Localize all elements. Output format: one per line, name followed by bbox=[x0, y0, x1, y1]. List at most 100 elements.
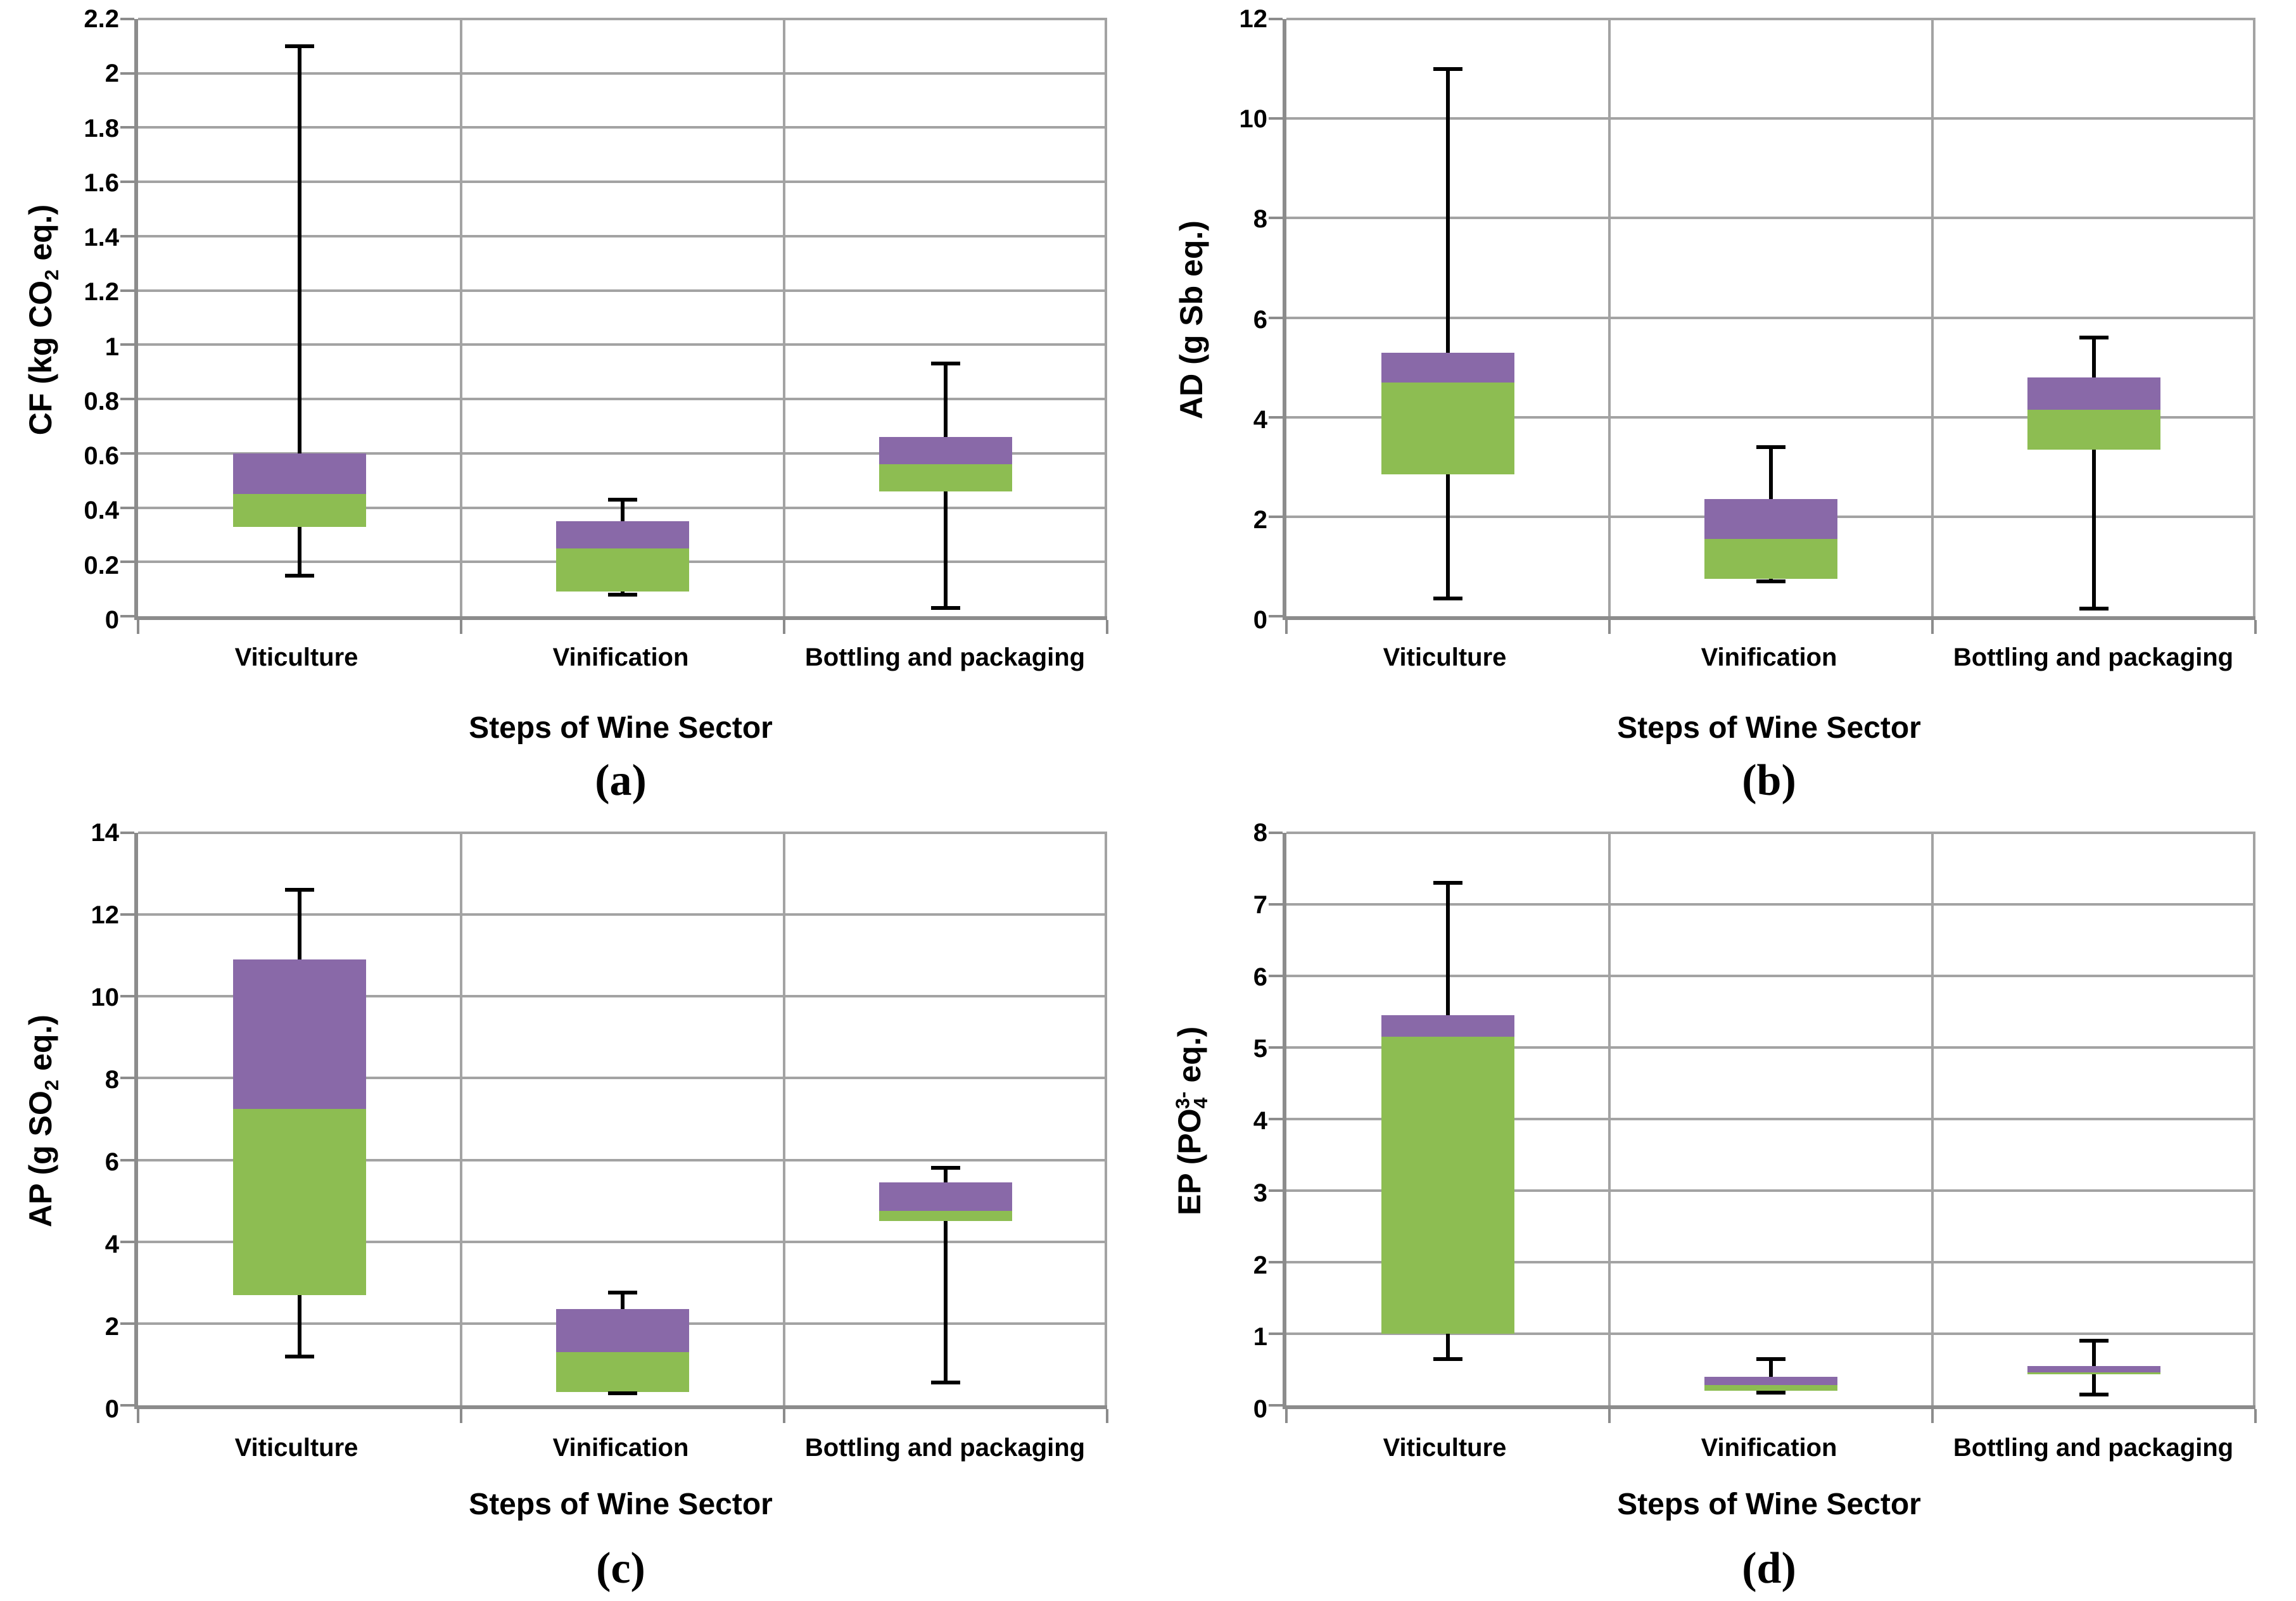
whisker-cap-max bbox=[608, 1291, 637, 1295]
x-tick-mark bbox=[1931, 620, 1934, 634]
box-upper bbox=[1704, 1376, 1837, 1386]
category-label: Viticulture bbox=[1383, 1434, 1507, 1462]
y-tick-mark bbox=[120, 126, 134, 129]
y-tick-mark bbox=[1269, 1261, 1283, 1263]
y-tick-mark bbox=[1269, 1404, 1283, 1407]
gridline bbox=[1286, 18, 2255, 20]
y-tick-mark bbox=[1269, 18, 1283, 20]
x-tick-mark bbox=[1106, 620, 1108, 634]
box-upper bbox=[556, 521, 689, 548]
x-tick-mark bbox=[459, 620, 462, 634]
panel-c: AP (g SO2 eq.) 0 2 4 6 8 10 12 14 Viticulture Vi… bbox=[0, 800, 1148, 1601]
y-tick-label: 1.8 bbox=[84, 114, 119, 142]
category-label: Viticulture bbox=[1383, 643, 1507, 671]
box-upper bbox=[2027, 1365, 2160, 1372]
y-tick-label: 0 bbox=[105, 1395, 119, 1423]
box-lower bbox=[233, 494, 366, 527]
y-tick-mark bbox=[120, 234, 134, 237]
gridline bbox=[138, 452, 1107, 455]
y-tick-mark bbox=[1269, 832, 1283, 834]
box-lower bbox=[879, 1211, 1012, 1222]
x-axis-title: Steps of Wine Sector bbox=[469, 711, 773, 745]
box-upper bbox=[1381, 352, 1514, 383]
gridline bbox=[1286, 1046, 2255, 1049]
box-upper bbox=[2027, 377, 2160, 410]
category-label: Vinification bbox=[552, 1434, 689, 1462]
whisker-cap-max bbox=[285, 44, 314, 48]
category-label: Bottling and packaging bbox=[1953, 643, 2234, 671]
category-separator-line bbox=[783, 19, 785, 616]
x-tick-mark bbox=[1931, 1409, 1934, 1423]
y-tick-mark bbox=[120, 398, 134, 401]
y-tick-label: 0.6 bbox=[84, 442, 119, 471]
gridline bbox=[138, 72, 1107, 75]
gridline bbox=[138, 913, 1107, 916]
whisker-cap-max bbox=[2079, 335, 2109, 339]
gridline bbox=[1286, 1332, 2255, 1335]
y-tick-mark bbox=[1269, 1332, 1283, 1335]
y-tick-mark bbox=[1269, 615, 1283, 617]
y-tick-labels: 0 2 4 6 8 10 12 bbox=[1148, 6, 1268, 633]
category-labels: Viticulture Vinification Bottling and pack… bbox=[134, 1434, 1107, 1462]
y-tick-mark bbox=[120, 1077, 134, 1080]
gridline bbox=[1286, 1189, 2255, 1192]
category-label: Bottling and packaging bbox=[804, 643, 1086, 671]
y-tick-mark bbox=[1269, 975, 1283, 977]
gridline bbox=[1286, 217, 2255, 220]
y-tick-label: 0 bbox=[105, 606, 119, 634]
y-tick-label: 3 bbox=[1253, 1179, 1267, 1207]
whisker-line bbox=[2092, 337, 2096, 609]
gridline bbox=[1286, 832, 2255, 834]
whisker-cap-min bbox=[931, 1381, 960, 1385]
whisker-cap-min bbox=[608, 1391, 637, 1395]
gridline bbox=[1286, 117, 2255, 120]
gridline bbox=[138, 832, 1107, 834]
x-axis-title: Steps of Wine Sector bbox=[1617, 1488, 1921, 1521]
plot-area bbox=[120, 832, 1108, 1423]
y-tick-label: 2 bbox=[105, 1313, 119, 1341]
box-lower bbox=[233, 1108, 366, 1295]
y-tick-mark bbox=[120, 72, 134, 75]
y-tick-mark bbox=[120, 452, 134, 455]
whisker-cap-max bbox=[2079, 1339, 2109, 1343]
y-tick-label: 0.4 bbox=[84, 497, 119, 525]
gridline bbox=[138, 995, 1107, 998]
y-tick-mark bbox=[1269, 117, 1283, 120]
y-tick-label: 7 bbox=[1253, 890, 1267, 919]
whisker-line bbox=[944, 1168, 948, 1383]
x-tick-mark bbox=[1608, 1409, 1611, 1423]
whisker-cap-max bbox=[1433, 881, 1462, 885]
y-tick-mark bbox=[120, 995, 134, 998]
y-tick-label: 8 bbox=[1253, 819, 1267, 847]
category-labels: Viticulture Vinification Bottling and pack… bbox=[134, 643, 1107, 671]
x-tick-mark bbox=[137, 620, 139, 634]
box-upper bbox=[556, 1309, 689, 1353]
whisker-cap-max bbox=[931, 1166, 960, 1170]
whisker-cap-min bbox=[285, 573, 314, 578]
y-tick-labels: 0 2 4 6 8 10 12 14 bbox=[0, 820, 120, 1422]
whisker-line bbox=[298, 46, 301, 576]
gridline bbox=[138, 234, 1107, 237]
y-tick-mark bbox=[120, 1404, 134, 1407]
box-lower bbox=[879, 464, 1012, 491]
y-tick-mark bbox=[120, 18, 134, 20]
y-tick-label: 6 bbox=[1253, 963, 1267, 991]
box-upper bbox=[1704, 499, 1837, 540]
panel-letter: (b) bbox=[1742, 756, 1796, 805]
y-tick-label: 1 bbox=[1253, 1323, 1267, 1351]
plot-right-border bbox=[1105, 833, 1107, 1405]
gridline bbox=[138, 180, 1107, 184]
y-tick-label: 1.2 bbox=[84, 278, 119, 307]
y-tick-label: 8 bbox=[105, 1066, 119, 1094]
y-tick-mark bbox=[120, 180, 134, 184]
panel-a: CF (kg CO2 eq.) 0 0.2 0.4 0.6 0.8 1 1.2 1.4 1.6 1… bbox=[0, 0, 1148, 805]
whisker-line bbox=[1769, 1358, 1773, 1393]
y-tick-labels: 0 1 2 3 4 5 6 7 8 bbox=[1148, 820, 1267, 1422]
gridline bbox=[1286, 1118, 2255, 1120]
panel-letter: (a) bbox=[595, 756, 647, 805]
y-tick-mark bbox=[120, 560, 134, 564]
whisker-cap-min bbox=[1433, 1357, 1462, 1361]
gridline bbox=[1286, 415, 2255, 419]
category-separator-line bbox=[459, 19, 462, 616]
